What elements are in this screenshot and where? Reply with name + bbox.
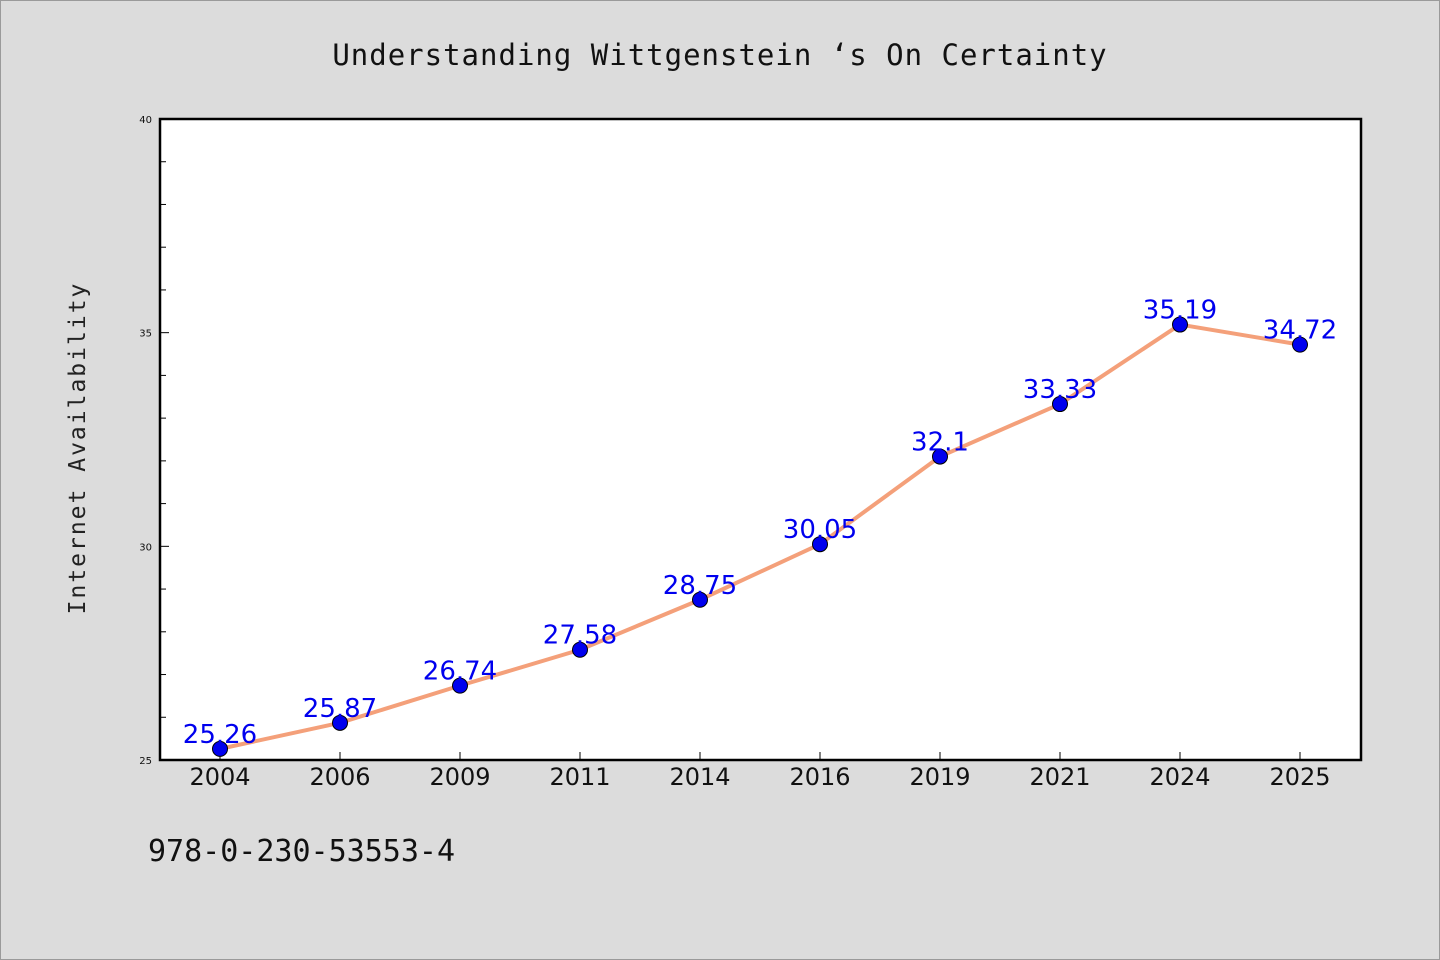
chart-title: Understanding Wittgenstein ‘s On Certain…	[332, 38, 1108, 72]
data-point	[812, 536, 828, 553]
data-label: 33.33	[1023, 375, 1097, 405]
data-point	[452, 677, 468, 694]
x-tick-label: 2006	[309, 763, 370, 791]
data-label: 34.72	[1263, 316, 1337, 346]
data-point	[692, 591, 708, 608]
y-tick-label: 25	[139, 756, 152, 767]
data-label: 30.05	[783, 515, 857, 545]
y-tick-label: 40	[139, 115, 152, 126]
isbn-label: 978-0-230-53553-4	[148, 834, 456, 869]
x-tick-label: 2014	[669, 763, 730, 791]
data-label: 35.19	[1143, 296, 1217, 326]
x-tick-label: 2019	[909, 763, 970, 791]
x-tick-label: 2016	[789, 763, 850, 791]
x-tick-label: 2024	[1149, 763, 1210, 791]
data-point	[572, 641, 588, 658]
y-tick-label: 35	[139, 329, 152, 340]
plot-border	[158, 117, 1363, 762]
x-tick-label: 2004	[189, 763, 250, 791]
x-tick-label: 2011	[549, 763, 610, 791]
y-tick-label: 30	[139, 542, 152, 553]
data-point	[1292, 336, 1308, 353]
data-label: 25.26	[183, 720, 257, 750]
data-label: 32.1	[911, 428, 969, 458]
data-label: 27.58	[543, 621, 617, 651]
plot-area	[160, 119, 1361, 760]
x-tick-label: 2021	[1029, 763, 1090, 791]
data-label: 28.75	[663, 571, 737, 601]
x-tick-label: 2009	[429, 763, 490, 791]
data-point	[212, 740, 228, 757]
data-label: 25.87	[303, 694, 377, 724]
data-label: 26.74	[423, 657, 497, 687]
data-point	[1052, 396, 1068, 413]
data-point	[332, 714, 348, 731]
series-markers	[212, 316, 1308, 757]
series-line	[218, 322, 1302, 751]
data-point	[1172, 316, 1188, 333]
data-labels: 25.26 25.87 26.74 27.58 28.75 30.05 32.1 33.33 3…	[183, 296, 1337, 750]
x-tick-label: 2025	[1269, 763, 1330, 791]
x-axis: 2004 2006 2009 2011 2014 2016 2019 2021 2024 2025	[189, 752, 1331, 791]
data-point	[932, 448, 948, 465]
